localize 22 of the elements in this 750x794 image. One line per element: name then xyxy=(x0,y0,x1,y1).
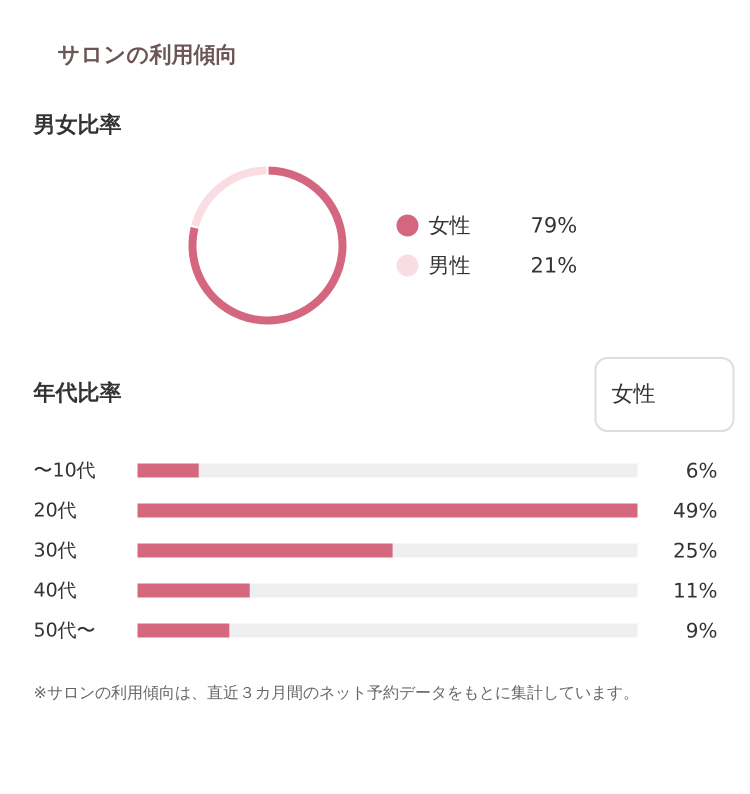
y-tick-label: 40代 xyxy=(34,580,77,602)
data-label: 79% xyxy=(530,214,578,238)
data-label: 11% xyxy=(673,578,718,602)
data-label: 6% xyxy=(686,458,718,482)
bar xyxy=(138,464,199,478)
data-label: 49% xyxy=(673,498,718,522)
y-tick-label: 30代 xyxy=(34,540,77,562)
y-tick-label: 20代 xyxy=(34,500,77,522)
text: ※サロンの利用傾向は、直近３カ月間のネット予約データをもとに集計しています。 xyxy=(34,683,639,702)
text: 女性 xyxy=(612,382,656,407)
data-label: 25% xyxy=(673,538,718,562)
data-label: 21% xyxy=(530,254,578,278)
chart-title: サロンの利用傾向 xyxy=(58,43,238,68)
legend-label: 男性 xyxy=(428,254,470,278)
chart-title: 年代比率 xyxy=(32,380,122,406)
chart-subtitle: 男女比率 xyxy=(32,112,122,138)
data-label: 9% xyxy=(686,618,718,642)
y-tick-label: 50代〜 xyxy=(34,620,96,642)
bar xyxy=(138,624,230,638)
bar xyxy=(138,584,250,598)
y-tick-label: 〜10代 xyxy=(34,460,96,482)
legend-label: 女性 xyxy=(428,214,470,238)
